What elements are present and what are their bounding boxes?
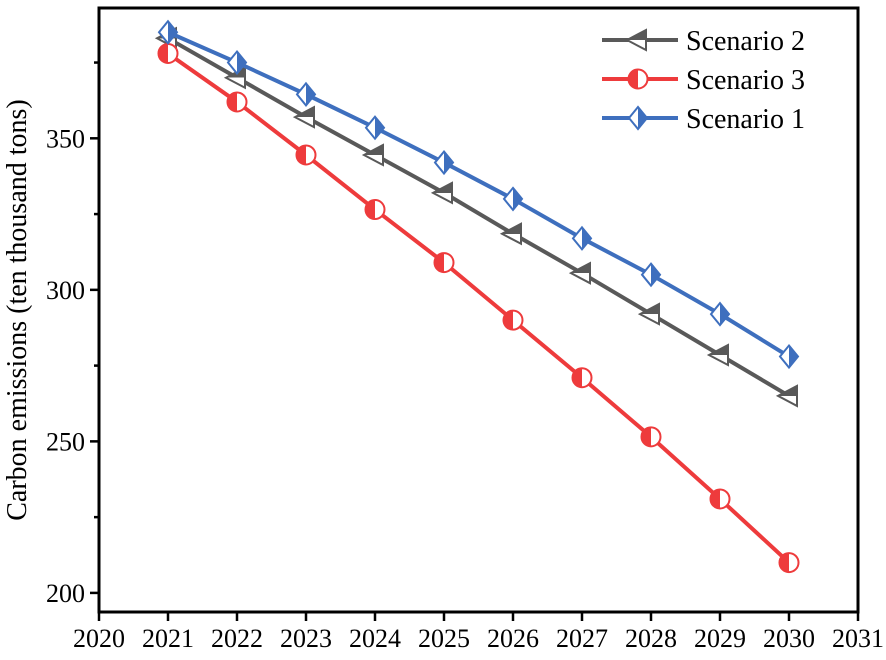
marker-triangle-left [706,343,729,367]
marker-diamond [226,49,248,76]
marker-diamond [627,105,649,131]
marker-triangle-left [568,261,591,285]
series-line-scenario-3 [166,51,791,565]
legend-label: Scenario 2 [686,26,805,57]
series-line-scenario-1 [166,30,791,359]
marker-diamond [640,262,662,288]
marker-triangle-left [361,143,384,167]
marker-circle [709,488,731,510]
marker-circle [364,199,386,221]
marker-circle [433,252,455,274]
marker-circle [778,552,800,574]
y-tick-label: 350 [46,124,85,153]
x-tick-label: 2027 [556,624,608,653]
marker-diamond [778,343,800,370]
marker-triangle-left [624,28,647,52]
y-tick-label: 250 [46,427,85,456]
marker-triangle-left [637,302,660,326]
marker-circle [295,144,317,166]
marker-diamond [364,115,386,141]
y-tick-label: 300 [46,276,85,305]
marker-circle [157,42,179,64]
series-line-scenario-2 [166,36,791,398]
legend-label: Scenario 3 [686,65,805,96]
x-tick-label: 2021 [142,624,194,653]
marker-circle [226,91,248,113]
x-tick-label: 2028 [625,624,677,653]
x-tick-label: 2023 [280,624,332,653]
marker-triangle-left [775,384,798,408]
marker-circle [571,367,593,389]
marker-triangle-left [499,222,522,246]
x-tick-label: 2031 [832,624,884,653]
marker-triangle-left [430,181,453,205]
marker-diamond [571,225,593,251]
y-axis-title: Carbon emissions (ten thousand tons) [2,99,33,521]
marker-diamond [709,301,731,327]
marker-diamond [433,149,455,176]
y-tick-label: 200 [46,579,85,608]
x-tick-label: 2029 [694,624,746,653]
marker-circle [627,68,649,90]
x-tick-label: 2026 [487,624,539,653]
x-tick-label: 2022 [211,624,263,653]
marker-diamond [157,19,179,45]
legend-label: Scenario 1 [686,104,805,135]
x-tick-label: 2030 [763,624,815,653]
marker-triangle-left [292,105,315,129]
x-tick-label: 2025 [418,624,470,653]
marker-diamond [295,81,317,107]
marker-circle [502,309,524,331]
plot-frame [97,6,860,614]
marker-circle [640,426,662,448]
marker-diamond [502,186,524,212]
x-tick-label: 2024 [349,624,401,653]
x-tick-label: 2020 [73,624,125,653]
